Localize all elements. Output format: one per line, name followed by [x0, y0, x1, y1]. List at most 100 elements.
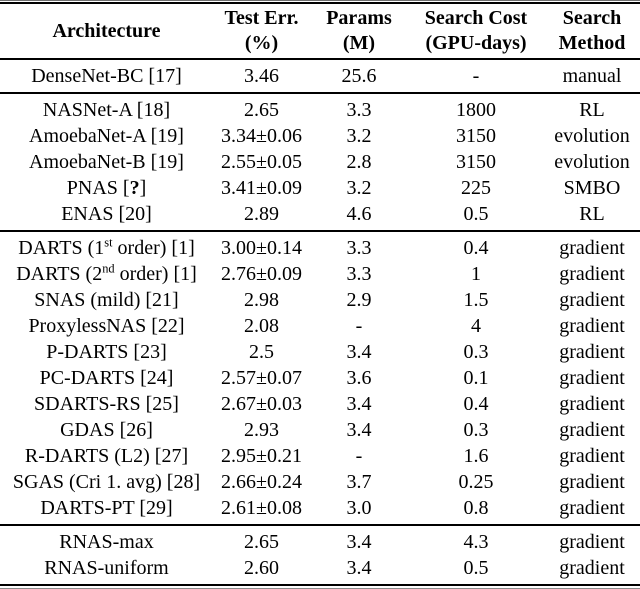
params-cell: 3.3 [346, 263, 372, 285]
params-cell: 3.2 [346, 177, 372, 199]
architecture-cell: DARTS (2nd order) [1] [0, 261, 213, 287]
test-err-cell: 2.65 [244, 99, 279, 121]
test-err-cell: 2.57±0.07 [221, 367, 302, 389]
test-err-cell: 2.93 [244, 419, 279, 441]
table-row: RNAS-max 2.65 3.4 4.3 gradient [0, 525, 640, 555]
table-section-gradient-nas: DARTS (1st order) [1] 3.00±0.14 3.3 0.4 grad… [0, 231, 640, 525]
top-double-rule [0, 0, 640, 1]
params-cell: 25.6 [341, 65, 377, 87]
params-cell: 3.6 [346, 367, 372, 389]
architecture-cell: ENAS [20] [0, 201, 213, 231]
architecture-cell: PC-DARTS [24] [0, 365, 213, 391]
test-err-cell: 2.61±0.08 [221, 497, 302, 519]
search-cost-cell: 0.4 [463, 393, 489, 415]
architecture-cell: DenseNet-BC [17] [0, 59, 213, 93]
header-line: Params [326, 7, 392, 29]
architecture-name: ProxylessNAS [22] [28, 315, 185, 337]
column-header-params: Params (M) [310, 3, 408, 59]
params-cell: 3.7 [346, 471, 372, 493]
architecture-cell: P-DARTS [23] [0, 339, 213, 365]
params-cell: 3.4 [346, 531, 372, 553]
table-row: ENAS [20] 2.89 4.6 0.5 RL [0, 201, 640, 231]
architecture-cell: SNAS (mild) [21] [0, 287, 213, 313]
params-cell: 3.3 [346, 99, 372, 121]
table-row: ProxylessNAS [22] 2.08 - 4 gradient [0, 313, 640, 339]
table-row: R-DARTS (L2) [27] 2.95±0.21 - 1.6 gradient [0, 443, 640, 469]
params-cell: 3.4 [346, 557, 372, 579]
search-method-cell: evolution [554, 151, 630, 173]
test-err-cell: 2.55±0.05 [221, 151, 302, 173]
search-method-cell: gradient [559, 557, 625, 579]
architecture-name: AmoebaNet-A [19] [29, 125, 184, 147]
architecture-name: AmoebaNet-B [19] [29, 151, 184, 173]
header-line: Search [562, 7, 622, 29]
architecture-cell: RNAS-uniform [0, 555, 213, 585]
architecture-cell: DARTS-PT [29] [0, 495, 213, 525]
test-err-cell: 2.95±0.21 [221, 445, 302, 467]
table-row: DenseNet-BC [17] 3.46 25.6 - manual [0, 59, 640, 93]
table-row: PC-DARTS [24] 2.57±0.07 3.6 0.1 gradient [0, 365, 640, 391]
architecture-name: RNAS-max [59, 531, 154, 553]
search-method-cell: manual [562, 65, 622, 87]
table-row: AmoebaNet-A [19] 3.34±0.06 3.2 3150 evolutio… [0, 123, 640, 149]
search-method-cell: gradient [559, 445, 625, 467]
architecture-name: PNAS [ [66, 177, 130, 199]
search-method-cell: gradient [559, 341, 625, 363]
search-cost-cell: 4 [471, 315, 481, 337]
search-cost-cell: 0.4 [463, 237, 489, 259]
architecture-cell: NASNet-A [18] [0, 93, 213, 123]
missing-citation-mark: ? [129, 177, 140, 199]
search-method-cell: evolution [554, 125, 630, 147]
architecture-cell: GDAS [26] [0, 417, 213, 443]
params-cell: 3.4 [346, 341, 372, 363]
header-line: (%) [244, 32, 279, 54]
params-cell: 3.4 [346, 419, 372, 441]
architecture-cell: PNAS [?] [0, 175, 213, 201]
search-cost-cell: - [472, 65, 480, 87]
search-cost-cell: 3150 [456, 125, 496, 147]
test-err-cell: 2.08 [244, 315, 279, 337]
ordinal-superscript: st [104, 235, 113, 250]
search-method-cell: gradient [559, 497, 625, 519]
architecture-name: SGAS (Cri 1. avg) [28] [12, 471, 201, 493]
search-method-cell: gradient [559, 393, 625, 415]
search-cost-cell: 1 [471, 263, 481, 285]
params-cell: 4.6 [346, 203, 372, 225]
architecture-name: GDAS [26] [60, 419, 153, 441]
architecture-name: DARTS-PT [29] [40, 497, 173, 519]
params-cell: 2.8 [346, 151, 372, 173]
header-line: Method [558, 32, 626, 54]
table-row: SNAS (mild) [21] 2.98 2.9 1.5 gradient [0, 287, 640, 313]
architecture-name: ENAS [20] [61, 203, 152, 225]
column-header-test-err: Test Err. (%) [213, 3, 310, 59]
search-method-cell: gradient [559, 289, 625, 311]
architecture-cell: SGAS (Cri 1. avg) [28] [0, 469, 213, 495]
architecture-name: SDARTS-RS [25] [34, 393, 179, 415]
test-err-cell: 2.89 [244, 203, 279, 225]
table-row: SDARTS-RS [25] 2.67±0.03 3.4 0.4 gradient [0, 391, 640, 417]
search-cost-cell: 0.5 [463, 203, 489, 225]
test-err-cell: 3.46 [244, 65, 279, 87]
search-method-cell: SMBO [563, 177, 621, 199]
table-header: Architecture Test Err. (%) Params (M) Se… [0, 3, 640, 59]
params-cell: 3.2 [346, 125, 372, 147]
search-cost-cell: 225 [461, 177, 491, 199]
search-method-cell: gradient [559, 237, 625, 259]
search-method-cell: RL [579, 203, 605, 225]
architecture-cell: R-DARTS (L2) [27] [0, 443, 213, 469]
header-line: (GPU-days) [425, 32, 527, 54]
test-err-cell: 3.34±0.06 [221, 125, 302, 147]
search-cost-cell: 3150 [456, 151, 496, 173]
table-row: NASNet-A [18] 2.65 3.3 1800 RL [0, 93, 640, 123]
column-header-search-method: Search Method [544, 3, 640, 59]
test-err-cell: 2.5 [249, 341, 274, 363]
architecture-name: P-DARTS [23] [46, 341, 167, 363]
table-section-manual-baselines: DenseNet-BC [17] 3.46 25.6 - manual [0, 59, 640, 93]
column-header-search-cost: Search Cost (GPU-days) [408, 3, 544, 59]
test-err-cell: 3.00±0.14 [221, 237, 302, 259]
search-cost-cell: 0.3 [463, 341, 489, 363]
table-row: DARTS (1st order) [1] 3.00±0.14 3.3 0.4 grad… [0, 231, 640, 261]
header-row: Architecture Test Err. (%) Params (M) Se… [0, 3, 640, 59]
params-cell: - [355, 445, 363, 467]
architecture-cell: SDARTS-RS [25] [0, 391, 213, 417]
